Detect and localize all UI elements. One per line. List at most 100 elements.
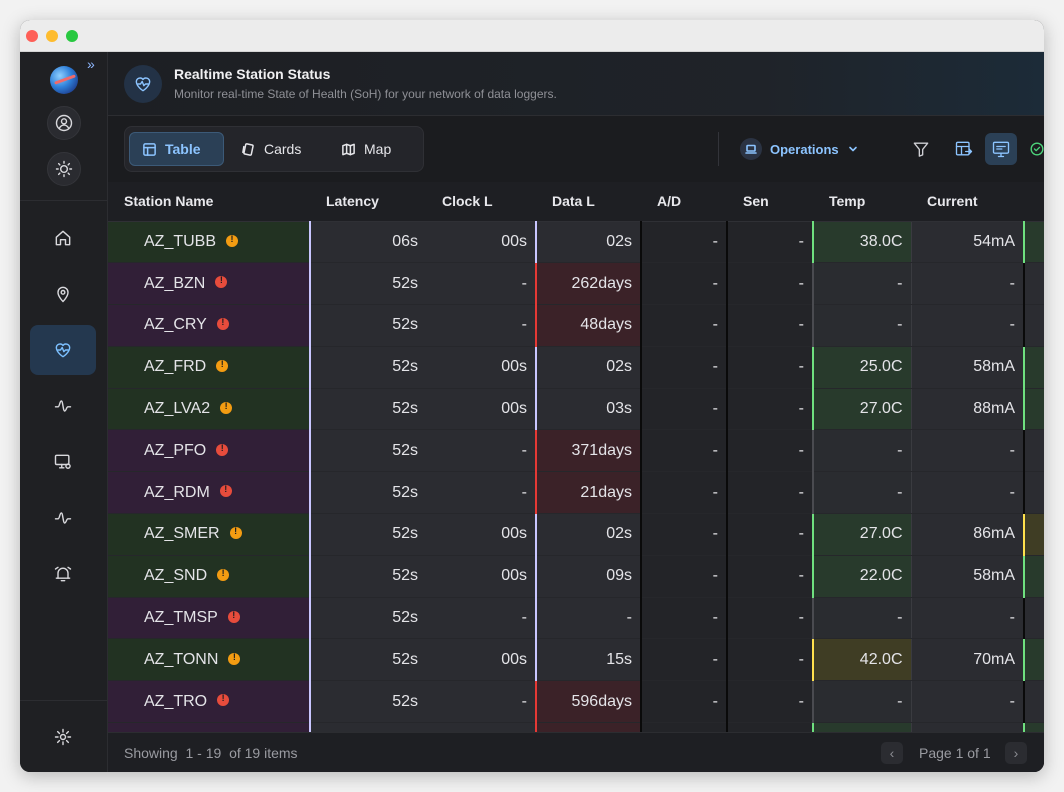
sidebar-item-waveforms[interactable] — [30, 381, 96, 431]
column-header[interactable]: Data L — [536, 182, 641, 222]
table-row[interactable]: AZ_BZN52s-262days---- — [108, 262, 1044, 306]
station-name: AZ_RDM — [144, 483, 210, 501]
error-status-icon — [215, 275, 228, 289]
station-name-cell[interactable]: AZ_TMSP — [108, 597, 310, 640]
latency-cell: 52s — [309, 471, 426, 515]
view-tabs: Table Cards Map — [124, 126, 424, 172]
close-window-button[interactable] — [26, 30, 38, 42]
sensor-cell: - — [726, 555, 813, 598]
clock-latency-cell: - — [426, 429, 536, 473]
temperature-cell: 27.0C — [812, 513, 911, 556]
current-cell: 54mA — [910, 221, 1024, 264]
column-header[interactable]: Temp — [813, 182, 911, 222]
overflow-cell — [1023, 221, 1044, 264]
station-name-cell[interactable]: AZ_BZN — [108, 262, 310, 306]
previous-page-button[interactable]: ‹ — [881, 742, 903, 764]
station-name: AZ_TUBB — [144, 232, 217, 250]
operations-dropdown[interactable]: Operations — [740, 136, 859, 162]
tab-table[interactable]: Table — [129, 132, 224, 166]
overflow-cell — [1023, 262, 1044, 306]
sidebar-item-settings[interactable] — [30, 712, 96, 762]
station-name-cell[interactable]: AZ_FRD — [108, 346, 310, 389]
column-header[interactable]: Sen — [727, 182, 813, 222]
station-name-cell[interactable]: AZ_SMER — [108, 513, 310, 556]
station-name-cell[interactable]: AZ_LVA2 — [108, 388, 310, 431]
station-name-cell[interactable]: AZ_TONN — [108, 638, 310, 682]
overflow-cell — [1023, 722, 1044, 732]
column-header[interactable]: A/D — [641, 182, 727, 222]
tab-cards[interactable]: Cards — [229, 132, 313, 166]
user-profile-button[interactable] — [47, 106, 81, 140]
station-name-cell[interactable]: AZ_SND — [108, 555, 310, 598]
table-layout-button[interactable] — [948, 133, 980, 165]
sensor-cell: - — [726, 429, 813, 473]
pagination-summary: Showing 1 - 19 of 19 items — [124, 745, 298, 761]
station-name-cell[interactable]: AZ_TRO — [108, 680, 310, 724]
filter-button[interactable] — [905, 133, 937, 165]
station-name-cell[interactable]: AZ_TUBB — [108, 221, 310, 264]
table-row[interactable]: AZ_CRY52s-48days---- — [108, 304, 1044, 347]
sensor-cell: - — [726, 304, 813, 347]
table-row[interactable]: AZ_PFO52s-371days---- — [108, 429, 1044, 473]
sidebar: » — [20, 52, 108, 772]
data-latency-cell: 09s — [535, 555, 641, 598]
expand-sidebar-icon[interactable]: » — [87, 56, 95, 72]
station-name-cell[interactable]: AZ_CRY — [108, 304, 310, 347]
data-latency-cell: 03s — [535, 388, 641, 431]
station-name-cell[interactable]: AZ_PFO — [108, 429, 310, 473]
clock-latency-cell: - — [426, 597, 536, 640]
latency-cell: 52s — [309, 388, 426, 431]
sidebar-item-alarms[interactable] — [30, 549, 96, 599]
station-table-container[interactable]: Station Name Latency Clock L Data L A/D Sen Te… — [108, 182, 1044, 732]
column-header[interactable]: Current — [911, 182, 1024, 222]
column-header[interactable]: Station Name — [108, 182, 310, 222]
station-name-cell[interactable]: AZ_RDM — [108, 471, 310, 515]
table-row[interactable]: AZ_TMSP52s------ — [108, 597, 1044, 640]
warning-status-icon — [216, 359, 229, 373]
clock-latency-cell: 00s — [426, 555, 536, 598]
page-indicator: Page 1 of 1 — [919, 745, 991, 761]
next-page-button[interactable]: › — [1005, 742, 1027, 764]
latency-cell: 52s — [309, 680, 426, 724]
page-title: Realtime Station Status — [174, 66, 331, 82]
minimize-window-button[interactable] — [46, 30, 58, 42]
item-range: 1 - 19 — [185, 745, 222, 761]
showing-label: Showing — [124, 745, 178, 761]
sidebar-divider — [20, 200, 108, 201]
temperature-cell: - — [812, 680, 911, 724]
sidebar-item-device-settings[interactable] — [30, 437, 96, 487]
sidebar-item-station-status[interactable] — [30, 325, 96, 375]
tab-map[interactable]: Map — [329, 132, 403, 166]
warning-status-icon — [226, 234, 239, 247]
toolbar-divider — [718, 132, 719, 166]
sidebar-item-signals[interactable] — [30, 493, 96, 543]
theme-toggle-button[interactable] — [47, 152, 81, 186]
latency-cell: 52s — [309, 638, 426, 682]
station-name: AZ_TONN — [144, 650, 219, 668]
clock-latency-cell: 00s — [426, 388, 536, 431]
maximize-window-button[interactable] — [66, 30, 78, 42]
temperature-cell — [812, 722, 911, 732]
display-mode-button[interactable] — [985, 133, 1017, 165]
alarm-icon — [54, 566, 72, 582]
chevron-left-icon: ‹ — [889, 745, 895, 761]
map-icon — [342, 143, 355, 155]
sidebar-item-locations[interactable] — [30, 269, 96, 319]
table-row[interactable]: AZ_TRO52s-596days---- — [108, 680, 1044, 724]
error-status-icon — [216, 317, 229, 331]
table-row[interactable] — [108, 722, 1044, 732]
current-cell: 86mA — [910, 513, 1024, 556]
column-header[interactable]: Latency — [310, 182, 426, 222]
column-header[interactable]: Clock L — [426, 182, 536, 222]
station-name-cell[interactable] — [108, 722, 310, 732]
current-cell: - — [910, 471, 1024, 515]
sidebar-item-home[interactable] — [30, 213, 96, 263]
table-row[interactable]: AZ_RDM52s-21days---- — [108, 471, 1044, 515]
ad-cell: - — [640, 680, 727, 724]
